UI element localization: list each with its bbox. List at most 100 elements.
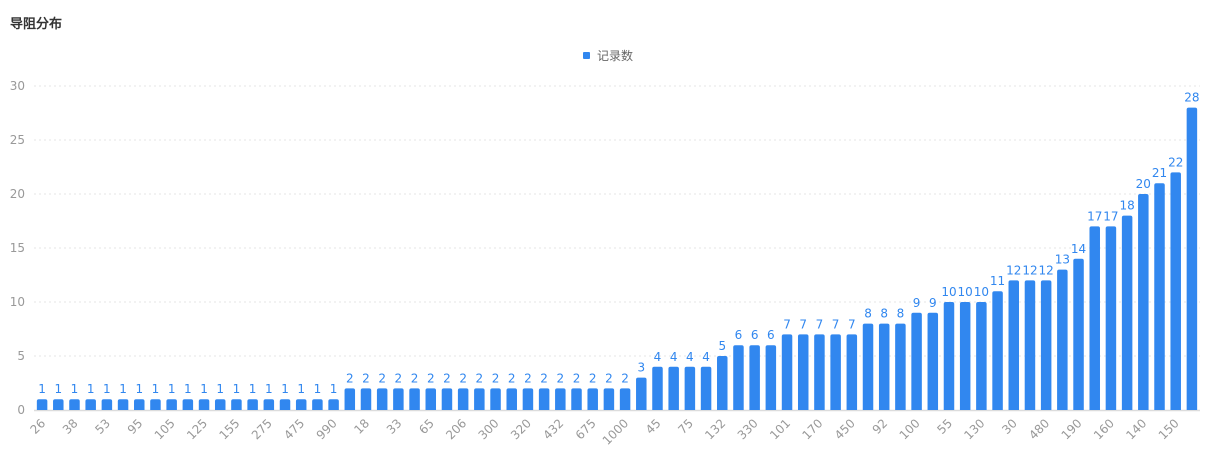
bar: [1186, 107, 1198, 410]
bar: [636, 377, 647, 410]
bar: [360, 388, 372, 410]
x-tick-label: 101: [767, 416, 793, 442]
data-label: 12: [1006, 263, 1021, 277]
data-label: 7: [783, 317, 791, 331]
bar: [1040, 280, 1052, 410]
y-tick-label: 5: [17, 349, 25, 363]
bar: [279, 399, 291, 410]
x-tick-label: 190: [1059, 416, 1085, 442]
bar: [1170, 172, 1181, 410]
y-tick-label: 20: [10, 187, 25, 201]
bar: [1073, 258, 1084, 410]
data-label: 1: [135, 382, 143, 396]
data-label: 22: [1168, 155, 1183, 169]
x-tick-label: 432: [540, 416, 566, 442]
data-label: 3: [637, 361, 645, 375]
bar: [1089, 226, 1100, 410]
bar: [490, 388, 501, 410]
bar: [846, 334, 858, 410]
x-tick-label: 105: [152, 416, 178, 442]
x-tick-label: 150: [1156, 416, 1182, 442]
legend-swatch: [583, 52, 590, 59]
data-label: 2: [395, 371, 403, 385]
x-tick-label: 330: [735, 416, 761, 442]
data-label: 10: [941, 285, 956, 299]
data-label: 4: [670, 350, 678, 364]
x-tick-label: 160: [1091, 416, 1117, 442]
data-label: 8: [897, 307, 905, 321]
data-label: 12: [1022, 263, 1037, 277]
data-label: 6: [751, 328, 759, 342]
x-tick-label: 132: [702, 416, 728, 442]
x-tick-label: 155: [216, 416, 242, 442]
bar: [668, 366, 679, 410]
bar: [85, 399, 96, 410]
bar: [555, 388, 566, 410]
data-label: 2: [621, 371, 629, 385]
chart-title: 导阻分布: [10, 17, 63, 32]
x-tick-label: 130: [961, 416, 987, 442]
bar: [684, 366, 696, 410]
data-label: 7: [832, 317, 840, 331]
data-label: 2: [427, 371, 435, 385]
bar: [506, 388, 517, 410]
bar: [214, 399, 226, 410]
data-label: 8: [880, 307, 888, 321]
bar: [992, 291, 1003, 410]
data-label: 1: [200, 382, 208, 396]
bar: [700, 366, 712, 410]
bar: [425, 388, 437, 410]
bar: [603, 388, 615, 410]
bar: [781, 334, 793, 410]
x-tick-label: 92: [870, 416, 891, 437]
data-label: 7: [799, 317, 807, 331]
data-label: 17: [1103, 209, 1118, 223]
data-label: 1: [184, 382, 192, 396]
data-label: 1: [87, 382, 95, 396]
bar: [376, 388, 388, 410]
legend-item[interactable]: 记录数: [583, 47, 633, 64]
x-tick-label: 33: [384, 416, 405, 437]
data-label: 28: [1184, 91, 1199, 105]
data-label: 1: [168, 382, 176, 396]
data-label: 1: [152, 382, 160, 396]
bar: [1024, 280, 1036, 410]
bar: [717, 356, 728, 410]
data-label: 1: [71, 382, 79, 396]
bar: [862, 323, 874, 410]
data-label: 2: [346, 371, 354, 385]
x-tick-label: 300: [476, 416, 502, 442]
data-label: 17: [1087, 209, 1102, 223]
x-tick-label: 100: [897, 416, 923, 442]
data-label: 7: [848, 317, 856, 331]
bar: [797, 334, 809, 410]
bar: [53, 399, 64, 410]
bar: [231, 399, 242, 410]
data-label: 2: [411, 371, 419, 385]
data-label: 2: [524, 371, 532, 385]
data-label: 1: [265, 382, 273, 396]
bar: [117, 399, 129, 410]
x-tick-label: 53: [92, 416, 113, 437]
bar: [619, 388, 631, 410]
x-tick-label: 275: [249, 416, 275, 442]
bar: [1121, 215, 1133, 410]
data-label: 1: [297, 382, 305, 396]
data-label: 18: [1119, 199, 1134, 213]
bar: [895, 323, 906, 410]
bar: [312, 399, 323, 410]
data-label: 1: [314, 382, 322, 396]
bar: [69, 399, 80, 410]
x-tick-label: 480: [1026, 416, 1052, 442]
x-tick-label: 75: [675, 416, 696, 437]
data-label: 6: [735, 328, 743, 342]
data-label: 12: [1039, 263, 1054, 277]
bar: [295, 399, 307, 410]
bar: [749, 345, 760, 410]
data-label: 1: [54, 382, 62, 396]
y-tick-label: 10: [10, 295, 25, 309]
bar: [393, 388, 404, 410]
data-label: 4: [686, 350, 694, 364]
bar: [1057, 269, 1068, 410]
